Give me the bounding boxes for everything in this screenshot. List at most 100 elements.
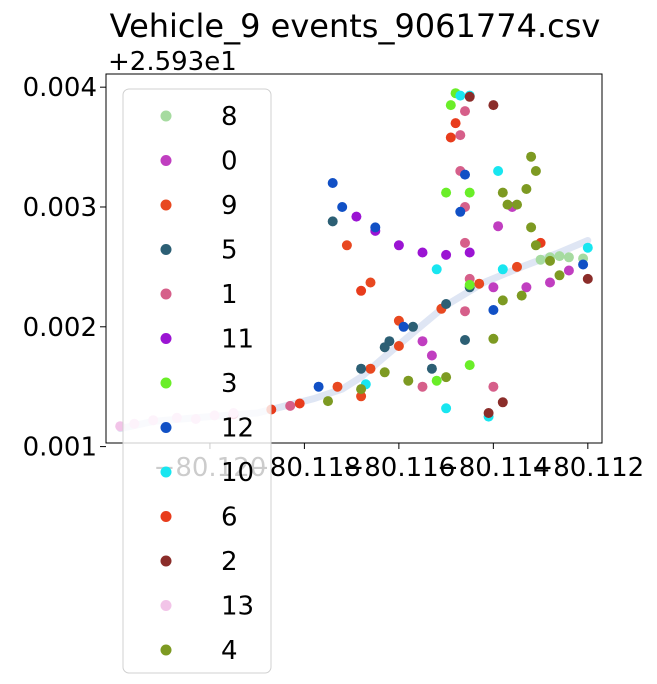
legend-marker-5 <box>160 244 172 255</box>
data-point-series-12 <box>337 202 348 212</box>
data-point-series-3 <box>464 360 475 371</box>
data-point-series-3 <box>445 100 456 111</box>
data-point-series-0 <box>521 282 532 293</box>
data-point-series-12 <box>578 259 589 270</box>
y-tick-label: 0.004 <box>23 73 97 103</box>
data-point-series-9 <box>393 341 404 351</box>
data-point-series-1 <box>285 400 296 411</box>
data-point-series-1 <box>460 306 470 317</box>
data-point-series-8 <box>554 251 565 262</box>
data-point-series-1 <box>455 130 466 141</box>
legend-label-11: 11 <box>221 325 254 355</box>
data-point-series-9 <box>332 381 343 392</box>
data-point-series-10 <box>497 264 508 275</box>
x-tick-label: −80.114 <box>437 453 550 483</box>
data-point-series-9 <box>512 261 522 272</box>
data-point-series-11 <box>464 247 475 258</box>
y-tick-label: 0.002 <box>23 313 97 343</box>
data-point-series-4 <box>512 199 522 210</box>
data-point-series-9 <box>365 277 376 288</box>
data-point-series-10 <box>431 264 442 275</box>
data-point-series-2 <box>483 408 494 418</box>
data-point-series-12 <box>460 169 470 180</box>
legend-label-0: 0 <box>221 147 238 177</box>
data-point-series-4 <box>554 270 565 281</box>
data-point-series-4 <box>488 333 499 344</box>
data-point-series-5 <box>441 299 452 309</box>
data-point-series-3 <box>441 187 452 198</box>
data-point-series-12 <box>398 321 409 332</box>
data-point-series-1 <box>460 106 470 117</box>
legend-marker-3 <box>160 377 172 389</box>
data-point-series-6 <box>294 398 305 409</box>
data-point-series-0 <box>417 336 428 347</box>
data-point-series-8 <box>535 254 546 265</box>
y-offset-text: +2.593e1 <box>108 47 237 77</box>
data-point-series-4 <box>497 187 508 198</box>
chart-title: Vehicle_9 events_9061774.csv <box>110 7 601 45</box>
data-point-series-4 <box>530 166 541 176</box>
legend-marker-4 <box>160 644 172 656</box>
legend-label-1: 1 <box>221 280 238 310</box>
legend-marker-13 <box>160 600 172 611</box>
data-point-series-5 <box>426 363 437 374</box>
data-point-series-11 <box>441 249 452 260</box>
data-point-series-8 <box>563 252 574 263</box>
legend-label-10: 10 <box>221 458 254 488</box>
legend-marker-6 <box>160 511 172 522</box>
data-point-series-6 <box>356 285 367 296</box>
data-point-series-4 <box>497 295 508 306</box>
data-point-series-0 <box>426 350 437 361</box>
data-point-series-0 <box>488 282 499 293</box>
data-point-series-10 <box>582 242 593 253</box>
data-point-series-4 <box>526 151 537 162</box>
data-point-series-2 <box>464 91 475 102</box>
data-point-series-9 <box>356 391 367 402</box>
data-point-series-1 <box>488 381 499 392</box>
data-point-series-2 <box>497 397 508 408</box>
data-point-series-4 <box>379 367 390 378</box>
legend-marker-2 <box>160 555 172 567</box>
data-point-series-3 <box>431 375 442 386</box>
data-point-series-4 <box>516 290 527 301</box>
x-tick-label: −80.112 <box>531 453 644 483</box>
legend-label-12: 12 <box>221 414 254 444</box>
legend-marker-0 <box>160 155 172 166</box>
legend-marker-9 <box>160 199 172 211</box>
legend-label-2: 2 <box>221 547 238 577</box>
legend-label-3: 3 <box>221 369 238 399</box>
data-point-series-0 <box>563 265 574 276</box>
data-point-series-4 <box>526 222 537 233</box>
y-ticks: 0.001 0.002 0.003 0.004 <box>23 73 106 463</box>
legend-label-9: 9 <box>221 191 238 221</box>
data-point-series-4 <box>356 384 367 395</box>
data-point-series-5 <box>460 335 470 345</box>
data-point-series-12 <box>455 206 466 217</box>
data-point-series-5 <box>356 363 367 374</box>
data-point-series-4 <box>323 396 333 407</box>
legend-box <box>122 88 272 674</box>
data-point-series-11 <box>417 247 428 258</box>
data-point-series-1 <box>417 381 428 392</box>
data-point-series-4 <box>441 372 452 383</box>
legend-marker-10 <box>160 466 172 478</box>
legend-marker-12 <box>160 422 172 433</box>
legend-label-8: 8 <box>221 102 238 132</box>
legend-label-6: 6 <box>221 503 238 533</box>
legend-label-13: 13 <box>221 592 254 622</box>
data-point-series-6 <box>450 118 461 129</box>
data-point-series-9 <box>365 363 376 374</box>
data-point-series-2 <box>488 100 499 111</box>
data-point-series-0 <box>493 221 504 232</box>
x-tick-label: −80.116 <box>342 453 455 483</box>
data-point-series-10 <box>493 166 504 176</box>
data-point-series-3 <box>464 187 475 198</box>
data-point-series-4 <box>545 255 555 266</box>
data-point-series-4 <box>521 184 532 194</box>
data-point-series-4 <box>502 199 513 210</box>
data-point-series-11 <box>393 240 404 251</box>
legend-marker-1 <box>160 288 172 300</box>
y-tick-label: 0.003 <box>23 193 97 223</box>
